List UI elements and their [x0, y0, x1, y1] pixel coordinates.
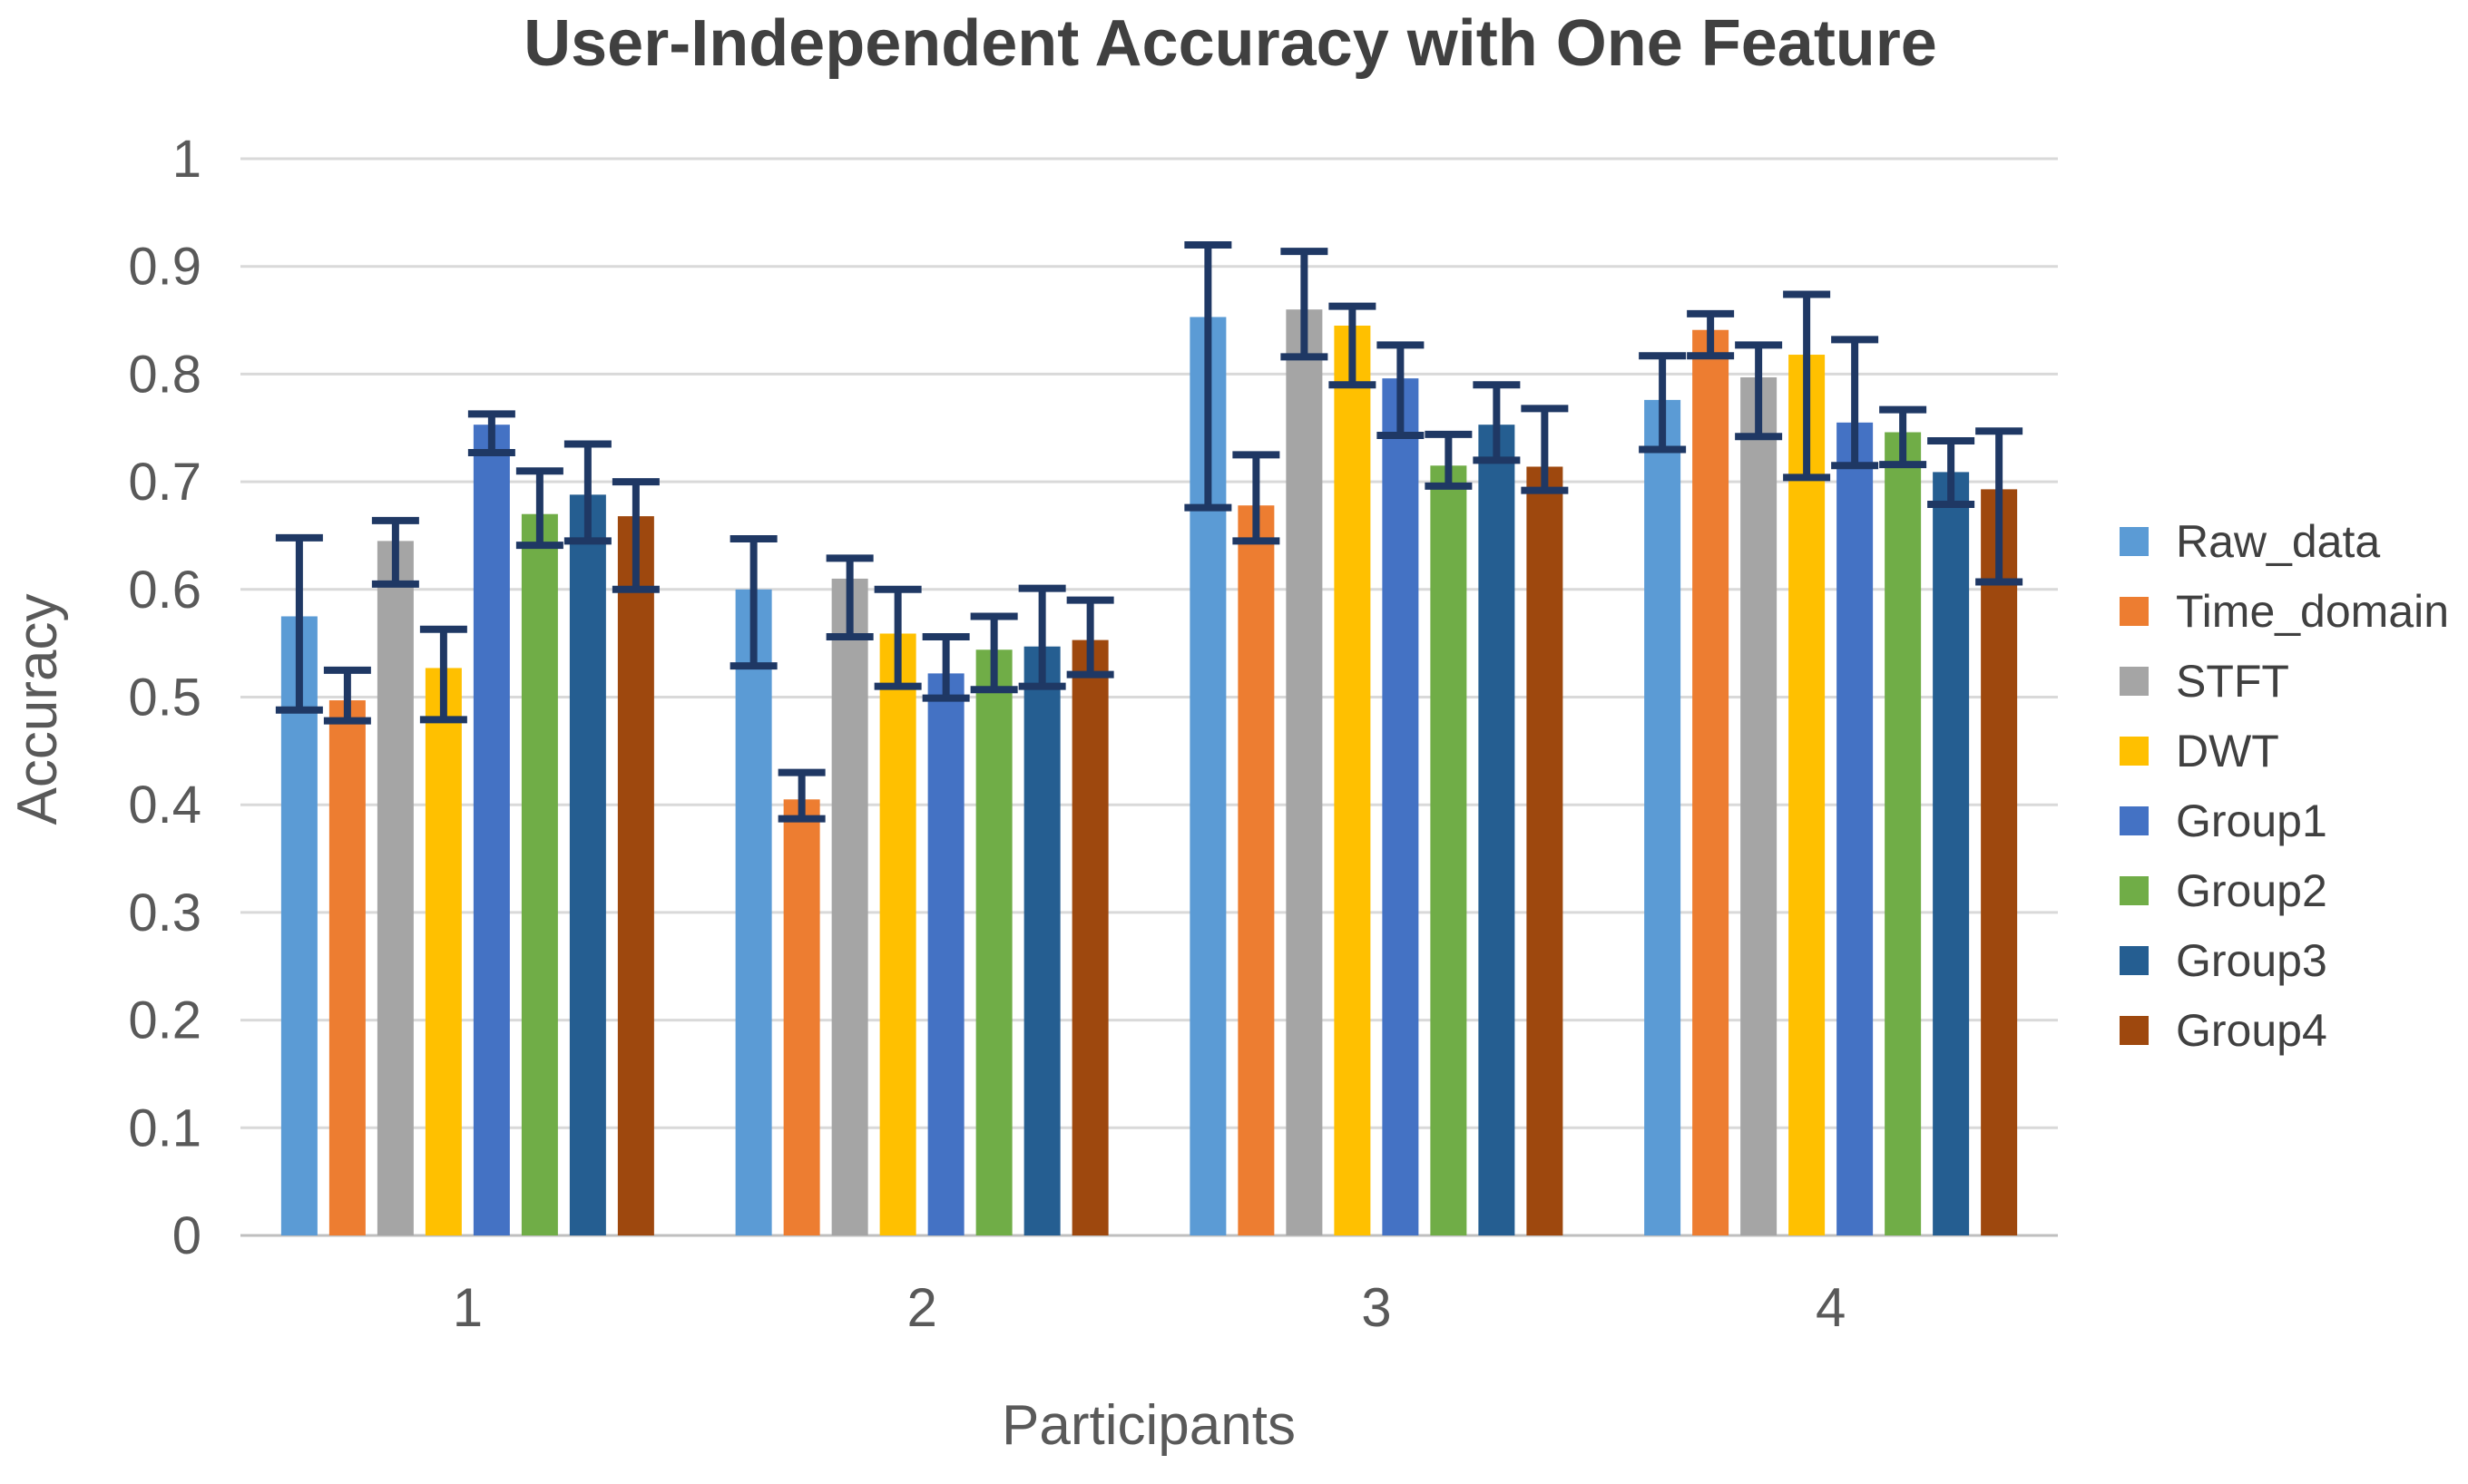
y-tick-label: 0	[172, 1206, 201, 1265]
legend-swatch-group4	[2120, 1016, 2149, 1045]
legend-label-raw_data: Raw_data	[2176, 516, 2380, 567]
x-tick-label: 1	[453, 1277, 483, 1338]
legend-label-group2: Group2	[2176, 865, 2327, 916]
bar-group1-participant-1	[473, 425, 510, 1236]
error-bars-layer	[275, 240, 2023, 823]
bar-group4-participant-4	[1981, 489, 2018, 1235]
x-tick-label: 3	[1361, 1277, 1391, 1338]
legend-swatch-time_domain	[2120, 597, 2149, 626]
y-tick-label: 0.3	[128, 884, 201, 942]
legend: Raw_data Time_domain STFT DWT Group1 Group2 Gr…	[2120, 516, 2449, 1056]
bar-raw_data-participant-4	[1644, 399, 1681, 1235]
bar-dwt-participant-4	[1788, 355, 1826, 1235]
bar-group2-participant-1	[521, 513, 558, 1235]
bar-group2-participant-2	[975, 649, 1013, 1235]
legend-swatch-group2	[2120, 876, 2149, 905]
bar-stft-participant-2	[831, 578, 868, 1235]
legend-swatch-stft	[2120, 667, 2149, 696]
y-tick-label: 0.9	[128, 238, 201, 297]
y-tick-label: 0.2	[128, 991, 201, 1050]
bar-raw_data-participant-2	[735, 589, 772, 1235]
bar-dwt-participant-1	[425, 668, 462, 1235]
bar-stft-participant-4	[1740, 376, 1778, 1235]
y-tick-label: 0.6	[128, 561, 201, 620]
bar-group1-participant-2	[927, 673, 965, 1235]
bar-group2-participant-3	[1430, 465, 1467, 1235]
legend-swatch-group3	[2120, 946, 2149, 975]
bar-stft-participant-3	[1286, 309, 1323, 1235]
bar-time_domain-participant-1	[328, 700, 366, 1235]
bars-layer	[280, 309, 2018, 1236]
bar-time_domain-participant-2	[783, 799, 820, 1235]
bar-dwt-participant-3	[1334, 325, 1371, 1235]
gridlines-layer	[240, 157, 2058, 1237]
y-tick-label: 0.5	[128, 669, 201, 727]
y-tick-label: 0.7	[128, 453, 201, 512]
bar-group3-participant-3	[1478, 425, 1515, 1236]
bar-raw_data-participant-1	[280, 616, 318, 1235]
legend-swatch-group1	[2120, 806, 2149, 835]
legend-label-stft: STFT	[2176, 656, 2289, 707]
bar-stft-participant-1	[377, 541, 414, 1235]
legend-swatch-raw_data	[2120, 527, 2149, 556]
legend-label-group3: Group3	[2176, 935, 2327, 986]
chart-title: User-Independent Accuracy with One Featu…	[524, 7, 1937, 80]
y-tick-label: 1	[172, 130, 201, 189]
bar-group3-participant-1	[569, 494, 606, 1235]
legend-label-group4: Group4	[2176, 1005, 2327, 1056]
bar-dwt-participant-2	[879, 633, 916, 1235]
bar-group3-participant-4	[1933, 472, 1970, 1235]
y-tick-label: 0.4	[128, 776, 201, 835]
y-tick-labels: 0 0.1 0.2 0.3 0.4 0.5 0.6 0.7 0.8 0.9 1	[128, 130, 201, 1265]
y-axis-title: Accuracy	[6, 594, 69, 825]
bar-time_domain-participant-3	[1238, 505, 1275, 1235]
bar-group4-participant-2	[1072, 639, 1109, 1235]
legend-label-group1: Group1	[2176, 796, 2327, 846]
y-tick-label: 0.8	[128, 345, 201, 404]
legend-swatch-dwt	[2120, 737, 2149, 766]
x-tick-labels: 1 2 3 4	[453, 1277, 1846, 1338]
legend-label-time_domain: Time_domain	[2176, 586, 2449, 637]
bar-group3-participant-2	[1023, 646, 1061, 1235]
x-tick-label: 4	[1816, 1277, 1846, 1338]
bar-group4-participant-3	[1526, 466, 1563, 1235]
bar-group1-participant-3	[1382, 378, 1419, 1235]
bar-time_domain-participant-4	[1692, 329, 1729, 1235]
x-tick-label: 2	[906, 1277, 936, 1338]
x-axis-title: Participants	[1002, 1394, 1296, 1457]
y-tick-label: 0.1	[128, 1098, 201, 1157]
bar-group2-participant-4	[1885, 432, 1922, 1235]
bar-group1-participant-4	[1836, 422, 1874, 1235]
bar-group4-participant-1	[617, 516, 654, 1235]
legend-label-dwt: DWT	[2176, 726, 2279, 776]
